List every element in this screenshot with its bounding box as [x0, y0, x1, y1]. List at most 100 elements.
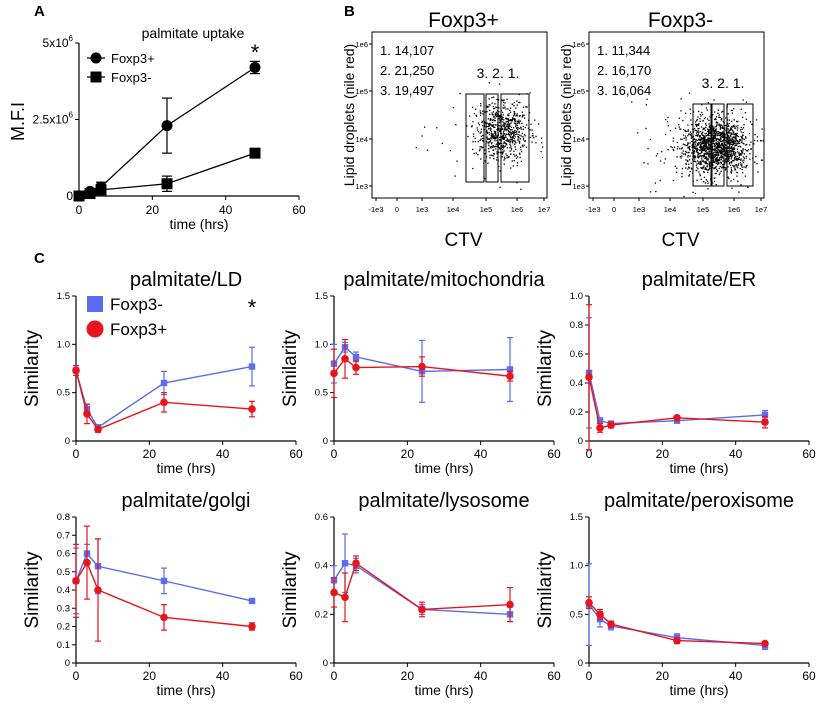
- significance-asterisk: *: [251, 40, 260, 65]
- chart-title: palmitate/mitochondria: [343, 269, 545, 291]
- event-dot: [686, 159, 689, 162]
- event-dot: [474, 141, 476, 143]
- event-dot: [717, 112, 719, 114]
- y-tick-label: 0.5: [57, 567, 70, 578]
- event-dot: [685, 144, 687, 147]
- event-dot: [726, 146, 729, 148]
- event-dot: [718, 162, 720, 165]
- event-dot: [725, 151, 727, 153]
- event-dot: [691, 144, 694, 146]
- event-dot: [731, 120, 733, 122]
- event-dot: [506, 157, 508, 159]
- event-dot: [735, 138, 737, 140]
- event-dot: [695, 161, 697, 163]
- event-dot: [701, 149, 703, 151]
- event-dot: [687, 154, 689, 157]
- event-dot: [494, 120, 496, 122]
- event-dot: [742, 127, 745, 129]
- event-dot: [489, 127, 491, 129]
- y-tick-label: 1e4: [355, 135, 368, 144]
- event-dot: [542, 146, 544, 148]
- data-point-foxp3-plus: [248, 405, 256, 413]
- event-dot: [682, 150, 684, 152]
- plot-title: Foxp3-: [648, 9, 713, 32]
- event-dot: [737, 164, 739, 166]
- event-dot: [667, 149, 669, 151]
- event-dot: [734, 134, 736, 136]
- event-dot: [484, 111, 486, 113]
- event-dot: [502, 107, 504, 109]
- event-dot: [700, 147, 702, 149]
- event-dot: [684, 150, 687, 153]
- event-dot: [521, 122, 523, 125]
- event-dot: [704, 137, 706, 139]
- gate-1: [500, 93, 530, 183]
- event-dot: [486, 129, 488, 132]
- event-dot: [505, 143, 507, 145]
- event-dot: [733, 108, 735, 110]
- event-dot: [705, 141, 707, 144]
- event-dot: [516, 100, 518, 102]
- event-dot: [731, 129, 733, 131]
- event-dot: [695, 139, 697, 141]
- event-dot: [499, 132, 502, 134]
- event-dot: [728, 177, 730, 180]
- event-dot: [689, 155, 691, 157]
- event-dot: [714, 111, 716, 113]
- event-dot: [510, 145, 512, 147]
- event-dot: [703, 145, 705, 147]
- y-tick-label: 1e6: [355, 40, 368, 49]
- event-dot: [509, 133, 511, 136]
- x-tick-label: 20: [656, 447, 670, 461]
- event-dot: [699, 146, 701, 148]
- event-dot: [520, 126, 522, 128]
- event-dot: [729, 150, 732, 152]
- event-dot: [504, 136, 506, 138]
- data-point-foxp3-plus: [418, 605, 426, 614]
- event-dot: [724, 161, 726, 163]
- event-dot: [743, 143, 745, 145]
- event-dot: [709, 145, 711, 147]
- event-dot: [502, 151, 504, 153]
- event-dot: [728, 140, 730, 142]
- event-dot: [733, 125, 735, 127]
- event-dot: [705, 124, 707, 126]
- event-dot: [495, 111, 497, 113]
- event-dot: [712, 114, 714, 116]
- event-dot: [514, 118, 516, 120]
- event-dot: [493, 135, 495, 137]
- event-dot: [503, 142, 505, 144]
- event-dot: [720, 133, 722, 136]
- data-point-foxp3-minus: [95, 184, 107, 196]
- event-dot: [516, 122, 518, 124]
- event-dot: [647, 163, 649, 165]
- event-dot: [502, 99, 504, 101]
- event-dot: [720, 134, 722, 136]
- event-dot: [701, 158, 703, 160]
- event-dot: [703, 127, 706, 129]
- gate-count-3: 3. 16,064: [597, 83, 651, 98]
- event-dot: [727, 137, 730, 139]
- event-dot: [495, 148, 497, 150]
- event-dot: [719, 124, 721, 126]
- event-dot: [520, 149, 522, 151]
- event-dot: [506, 144, 508, 146]
- y-tick-exponent: 6: [69, 34, 74, 43]
- event-dot: [700, 167, 702, 169]
- event-dot: [720, 162, 722, 165]
- event-dot: [733, 152, 735, 154]
- event-dot: [722, 127, 724, 129]
- event-dot: [681, 168, 684, 170]
- event-dot: [709, 129, 711, 131]
- event-dot: [715, 118, 717, 121]
- event-dot: [683, 195, 685, 198]
- event-dot: [708, 149, 710, 151]
- event-dot: [469, 115, 471, 117]
- event-dot: [721, 151, 724, 153]
- y-axis-label: Similarity: [22, 329, 43, 407]
- y-tick-label: 0: [578, 436, 583, 447]
- event-dot: [701, 113, 704, 116]
- event-dot: [498, 147, 500, 149]
- event-dot: [516, 182, 518, 184]
- event-dot: [713, 132, 715, 134]
